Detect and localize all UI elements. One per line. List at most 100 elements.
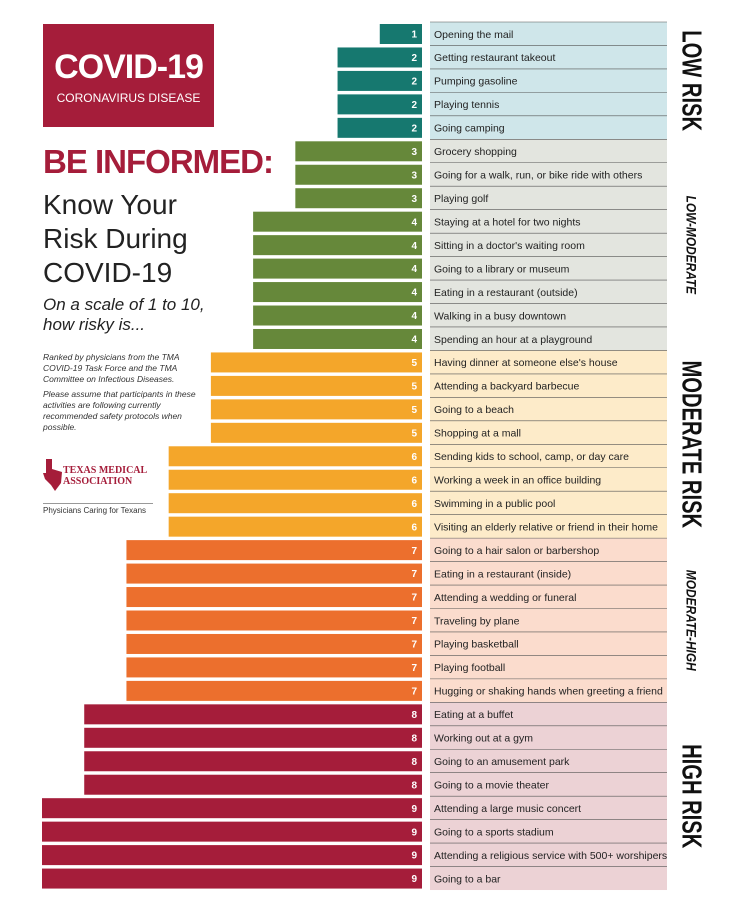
band-label: LOW-MODERATE [683, 196, 699, 295]
bar [210, 375, 422, 396]
category-label: Attending a backyard barbecue [434, 381, 580, 393]
category-label: Shopping at a mall [434, 428, 521, 440]
value-label: 8 [411, 757, 417, 768]
badge: COVID-19 CORONAVIRUS DISEASE [43, 24, 214, 127]
bar [84, 704, 422, 725]
band-background [667, 350, 737, 539]
band-label: HIGH RISK [677, 744, 708, 848]
category-background [430, 796, 667, 820]
value-label: 3 [411, 194, 417, 205]
value-label: 2 [411, 53, 417, 64]
bar [42, 821, 422, 842]
band-background [667, 139, 737, 351]
value-label: 7 [411, 593, 417, 604]
bar [253, 282, 422, 303]
value-label: 7 [411, 546, 417, 557]
category-label: Going to a library or museum [434, 263, 570, 275]
category-label: Attending a religious service with 500+ … [434, 850, 667, 862]
band-background [667, 22, 737, 140]
category-background [430, 467, 667, 492]
bar [210, 422, 422, 443]
bar [126, 587, 422, 608]
value-label: 8 [411, 733, 417, 744]
bar [253, 305, 422, 326]
category-label: Going to a bar [434, 873, 501, 885]
value-label: 7 [411, 569, 417, 580]
bar [126, 540, 422, 561]
value-label: 2 [411, 77, 417, 88]
category-background [430, 725, 667, 750]
band-label: MODERATE-HIGH [683, 570, 699, 672]
badge-title: COVID-19 [54, 48, 204, 86]
question: On a scale of 1 to 10, how risky is... [43, 295, 205, 335]
band-background [667, 538, 737, 703]
bar [126, 633, 422, 654]
bar [42, 798, 422, 819]
category-label: Opening the mail [434, 29, 513, 41]
notes: Ranked by physicians from the TMA COVID-… [43, 352, 205, 437]
value-label: 6 [411, 475, 417, 486]
category-background [430, 866, 667, 891]
category-label: Hugging or shaking hands when greeting a… [434, 686, 663, 698]
bar [337, 117, 422, 138]
title: Know Your Risk During COVID-19 [43, 188, 188, 290]
bar [379, 24, 422, 44]
value-label: 9 [411, 851, 417, 862]
bar [253, 328, 422, 349]
category-label: Sending kids to school, camp, or day car… [434, 451, 629, 463]
bar [337, 94, 422, 115]
category-background [430, 514, 667, 539]
category-label: Going for a walk, run, or bike ride with… [434, 170, 642, 182]
category-background [430, 280, 667, 304]
value-label: 7 [411, 616, 417, 627]
category-label: Playing basketball [434, 639, 519, 651]
category-label: Going to a sports stadium [434, 826, 554, 838]
bar [295, 164, 422, 185]
category-background [430, 608, 667, 632]
bar [210, 352, 422, 373]
bar [210, 399, 422, 420]
bar [253, 258, 422, 279]
category-background [430, 772, 667, 797]
category-label: Going to a beach [434, 404, 514, 416]
bar [168, 446, 422, 467]
category-label: Grocery shopping [434, 146, 517, 158]
headline: BE INFORMED: [43, 143, 274, 180]
category-background [430, 444, 667, 468]
bar [168, 469, 422, 490]
value-label: 3 [411, 170, 417, 181]
value-label: 4 [411, 217, 417, 228]
category-label: Playing tennis [434, 99, 499, 111]
band-background [667, 702, 737, 891]
category-background [430, 749, 667, 773]
category-background [430, 843, 667, 867]
category-label: Eating in a restaurant (inside) [434, 568, 571, 580]
value-label: 4 [411, 288, 417, 299]
bar [126, 563, 422, 584]
bar [42, 845, 422, 866]
category-label: Traveling by plane [434, 615, 520, 627]
bar [84, 727, 422, 748]
bar [126, 680, 422, 701]
category-label: Working a week in an office building [434, 475, 601, 487]
value-label: 3 [411, 147, 417, 158]
value-label: 7 [411, 640, 417, 651]
bar [295, 188, 422, 209]
title-line: Risk During [43, 223, 188, 254]
value-label: 6 [411, 452, 417, 463]
bar [126, 657, 422, 678]
note: Ranked by physicians from the TMA COVID-… [43, 352, 180, 384]
category-label: Swimming in a public pool [434, 498, 555, 510]
category-label: Going to a movie theater [434, 780, 549, 792]
value-label: 4 [411, 264, 417, 275]
category-background [430, 561, 667, 586]
logo-text: TEXAS MEDICAL ASSOCIATION [63, 465, 147, 487]
category-background [430, 22, 667, 46]
category-background [430, 233, 667, 257]
category-background [430, 420, 667, 445]
value-label: 9 [411, 827, 417, 838]
category-label: Playing golf [434, 193, 488, 205]
bar [168, 516, 422, 537]
category-background [430, 186, 667, 210]
category-background [430, 678, 667, 703]
